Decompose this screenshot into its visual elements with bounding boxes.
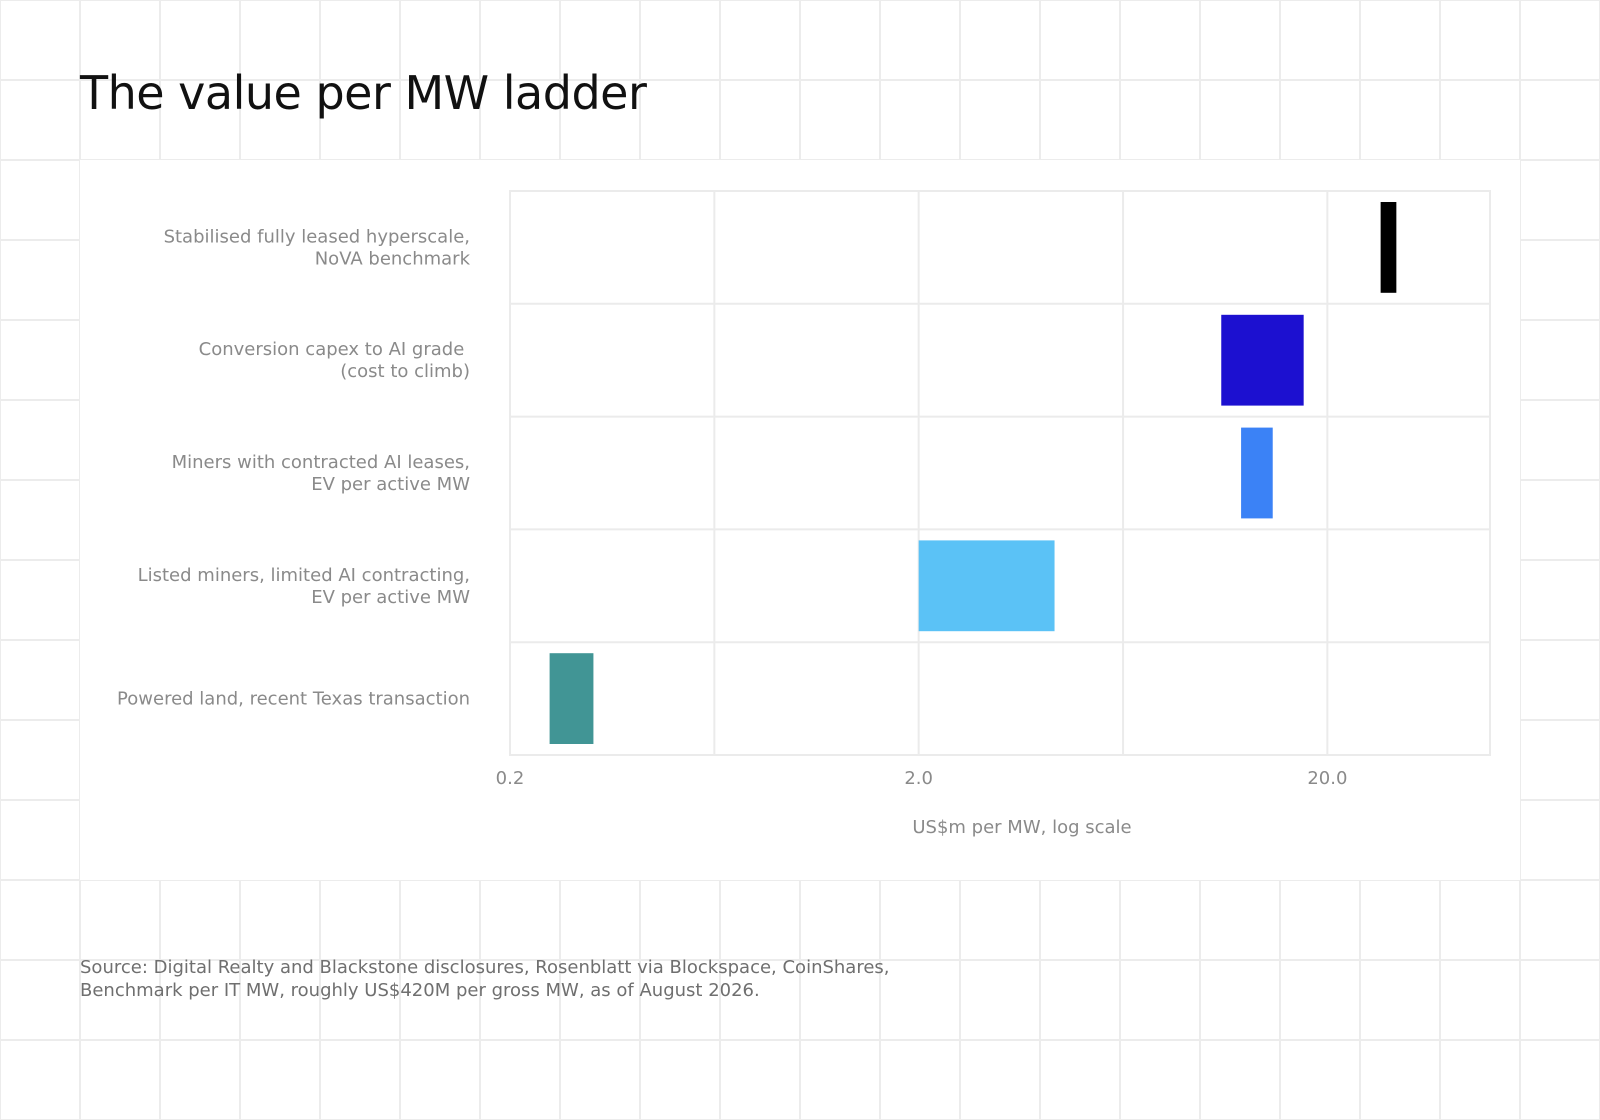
category-label-line: Listed miners, limited AI contracting, [138, 565, 470, 586]
category-label: Conversion capex to AI grade (cost to cl… [199, 339, 470, 382]
category-label-line: NoVA benchmark [315, 248, 471, 269]
x-tick-label: 0.2 [496, 768, 525, 789]
range-bar [1221, 314, 1304, 406]
category-label-line: EV per active MW [311, 587, 470, 608]
range-bar [1241, 427, 1273, 519]
range-bar [1380, 202, 1397, 293]
x-axis-label: US$m per MW, log scale [912, 817, 1131, 838]
x-tick-label: 2.0 [904, 768, 933, 789]
category-label-line: Powered land, recent Texas transaction [117, 689, 470, 710]
category-label-line: Conversion capex to AI grade [199, 339, 470, 360]
category-label: Miners with contracted AI leases, EV per … [172, 452, 471, 495]
x-tick-label: 20.0 [1307, 768, 1347, 789]
chart-panel: Stabilised fully leased hyperscale, NoVA … [80, 160, 1520, 880]
page-title: The value per MW ladder [80, 66, 647, 120]
category-label-line: (cost to climb) [340, 361, 470, 382]
plot-frame [509, 190, 1491, 756]
range-bar [549, 653, 594, 744]
category-label-line: Miners with contracted AI leases, [172, 452, 470, 473]
category-label-line: EV per active MW [311, 474, 470, 495]
category-label: Stabilised fully leased hyperscale, NoVA … [164, 226, 471, 269]
category-label: Listed miners, limited AI contracting, EV… [138, 565, 471, 608]
source-note: Source: Digital Realty and Blackstone di… [80, 957, 890, 1001]
range-bar-chart: Stabilised fully leased hyperscale, NoVA … [117, 190, 1491, 838]
category-label: Powered land, recent Texas transaction [117, 689, 470, 710]
category-label-line: Stabilised fully leased hyperscale, [164, 226, 470, 247]
range-bar [918, 540, 1055, 632]
